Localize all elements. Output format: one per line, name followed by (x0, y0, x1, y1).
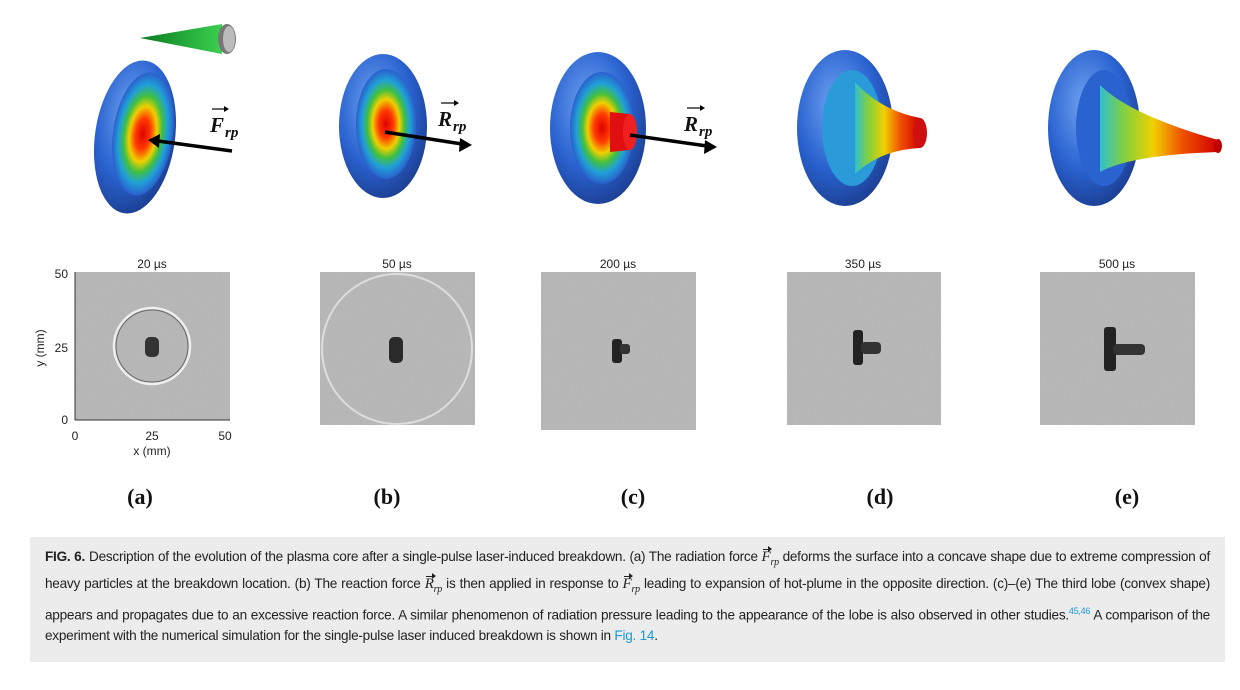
math: Frp (622, 575, 641, 595)
caption-label: FIG. 6. (45, 549, 85, 564)
figure-link[interactable]: Fig. 14 (614, 627, 655, 643)
force-symbol: F (209, 113, 224, 137)
simulation-shapes (93, 24, 1222, 214)
panel-letter: (d) (867, 484, 894, 509)
x-tick-label: 25 (145, 429, 159, 443)
math: Frp (761, 549, 780, 568)
caption-text: Description of the evolution of the plas… (89, 549, 762, 564)
caption-text: . (654, 627, 658, 643)
caption-text: A comparison of the experiment with the … (45, 607, 1210, 643)
math-symbol: F (761, 549, 771, 565)
force-subscript: rp (699, 124, 713, 140)
force-symbol: R (683, 112, 698, 136)
math-symbol: F (622, 575, 632, 592)
math-subscript: rp (433, 583, 443, 595)
panel-letter: (e) (1115, 484, 1139, 509)
math-subscript: rp (631, 583, 640, 595)
force-subscript: rp (225, 125, 239, 141)
math-symbol: R (424, 575, 434, 592)
caption-text: leading to expansion of hot-plume in the… (45, 575, 1210, 623)
panel-time: 20 µs (137, 257, 167, 271)
x-axis-label: x (mm) (133, 444, 170, 458)
x-tick-label: 50 (218, 429, 232, 443)
panel-time: 500 µs (1099, 257, 1135, 271)
force-symbol: R (437, 107, 452, 131)
y-tick-label: 50 (55, 267, 69, 281)
panel-time: 50 µs (382, 257, 412, 271)
caption-text: is then applied in response to (442, 575, 623, 591)
panel-letter: (b) (374, 484, 401, 509)
panel-letter: (a) (127, 484, 153, 509)
caption: FIG. 6. Description of the evolution of t… (30, 537, 1225, 662)
panel-letter: (c) (621, 484, 645, 509)
axes (74, 272, 230, 421)
force-labels: F rp R rp R rp (209, 100, 713, 141)
caption-text: deforms the surface into a concave shape… (45, 549, 1211, 591)
y-tick-label: 25 (55, 341, 69, 355)
math-subscript: rp (770, 557, 779, 568)
y-tick-label: 0 (61, 413, 68, 427)
x-tick-label: 0 (72, 429, 79, 443)
panel-time: 200 µs (600, 257, 636, 271)
force-subscript: rp (453, 119, 467, 135)
citation[interactable]: 45,46 (1068, 605, 1091, 616)
figure: F rp R rp R rp 50 25 0 0 25 50 x (mm) y … (33, 24, 1222, 509)
panel-time: 350 µs (845, 257, 881, 271)
y-axis-label: y (mm) (33, 329, 47, 366)
force-arrows (148, 130, 717, 154)
math: Rrp (424, 575, 443, 595)
photos (75, 272, 1195, 430)
axis-text: 50 25 0 0 25 50 x (mm) y (mm) (33, 267, 232, 458)
panel-text: 20 µs (a) 50 µs (b) 200 µs (c) 350 µs (d) 500 µs… (127, 257, 1139, 509)
